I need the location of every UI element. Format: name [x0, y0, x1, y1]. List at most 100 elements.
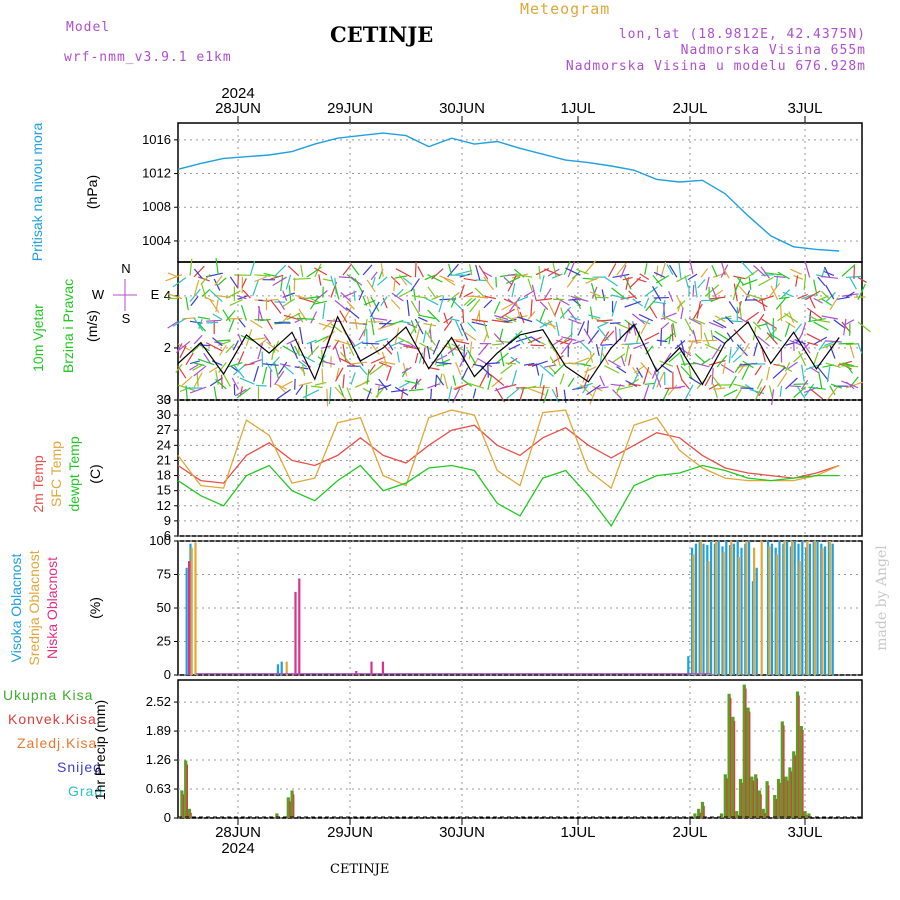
wind-barb — [366, 279, 376, 293]
wind-barb — [394, 288, 404, 298]
precip-bar — [290, 790, 294, 818]
wind-barb — [345, 307, 360, 319]
bottom-date-label: 3JUL — [787, 824, 822, 841]
wind-barb — [764, 272, 782, 276]
wind-barb — [380, 360, 396, 365]
wind-barb — [579, 384, 593, 397]
wind-barb — [322, 318, 336, 331]
wind-barb — [436, 374, 445, 386]
precip-bar — [757, 790, 762, 818]
wind-barb — [616, 366, 627, 374]
wind-barb — [586, 320, 589, 336]
footer-station: CETINJE — [330, 862, 390, 877]
wind-barb — [189, 288, 201, 302]
wind-barb — [447, 292, 460, 303]
wind-barb — [340, 292, 352, 303]
wind-barb — [338, 384, 345, 397]
wind-barb — [544, 268, 561, 276]
conv-precip-bar — [186, 764, 188, 818]
wind-barb — [206, 319, 222, 322]
wind-barb — [287, 265, 300, 277]
cloud-bar-0 — [751, 581, 754, 675]
precip-bar — [742, 684, 746, 818]
wind-barb — [737, 363, 746, 374]
bottom-date-label: 2JUL — [672, 824, 707, 841]
top-date-label: 29JUN — [327, 100, 373, 117]
wind-barb — [808, 386, 826, 390]
wind-barb — [797, 350, 807, 366]
wind-barb — [386, 366, 392, 381]
wind-barb — [200, 273, 211, 285]
wind-barb — [523, 362, 535, 366]
wind-barb — [189, 360, 200, 365]
wind-barb — [201, 288, 211, 297]
cloud-bar-0 — [702, 543, 705, 675]
wind-barb — [733, 383, 750, 389]
wind-barb — [189, 386, 207, 394]
wind-barb — [568, 318, 582, 325]
wind-barb — [612, 353, 626, 363]
cloud-bar-0 — [831, 543, 834, 675]
wind-barb — [378, 361, 392, 368]
wind-barb — [830, 383, 843, 389]
wind-barb — [744, 311, 759, 323]
wind-barb — [469, 264, 473, 276]
wind-barb — [380, 263, 384, 277]
wind-barb — [741, 261, 754, 276]
conv-precip-bar — [703, 805, 705, 818]
wind-barb — [411, 295, 428, 299]
wind-barb — [362, 387, 373, 395]
wind-barb — [455, 270, 473, 276]
wind-barb — [190, 296, 199, 307]
wind-barb — [770, 285, 779, 300]
wind-barb — [542, 389, 549, 404]
cloud-bar-0 — [770, 543, 773, 675]
wind-barb — [503, 318, 517, 323]
bottom-date-label: 30JUN — [439, 824, 485, 841]
wind-barb — [607, 263, 617, 278]
wind-barb — [193, 265, 205, 278]
cloud-bar-0 — [793, 541, 796, 675]
conv-precip-bar — [699, 812, 701, 818]
cloud-bar-1 — [715, 541, 718, 675]
wind-barb — [582, 384, 589, 394]
wind-barb — [463, 277, 477, 282]
wind-barb — [676, 274, 690, 283]
wind-barb — [841, 365, 859, 368]
wind-barb — [322, 330, 335, 343]
wind-barb — [551, 338, 563, 347]
wind-barb — [821, 298, 833, 306]
cloud-bar-1 — [783, 541, 786, 675]
wind-barb — [753, 265, 766, 277]
wind-barb — [503, 276, 513, 286]
wind-barb — [213, 278, 221, 291]
wind-barb — [576, 268, 589, 275]
wind-barb — [451, 343, 466, 352]
wind-barb — [515, 302, 521, 319]
temp-series-2-line — [177, 464, 840, 528]
conv-precip-bar — [722, 817, 724, 818]
wind-barb — [432, 339, 441, 355]
wind-barb — [354, 318, 358, 330]
wind-barb — [838, 342, 854, 345]
wind-barb — [579, 341, 592, 353]
wind-barb — [514, 273, 533, 278]
wind-barb — [741, 342, 750, 355]
wind-barb — [504, 314, 517, 323]
wind-barb — [197, 276, 210, 282]
wind-barb — [789, 339, 802, 346]
wind-barb — [681, 379, 690, 390]
wind-barb — [428, 322, 433, 334]
precip-bar — [746, 707, 750, 818]
wind-barb — [279, 363, 291, 367]
wind-barb — [559, 373, 565, 385]
wind-barb — [511, 273, 529, 279]
wind-barb — [212, 313, 223, 321]
wind-barb — [674, 340, 686, 350]
wind-barb — [270, 274, 284, 280]
wind-barb — [710, 329, 714, 342]
wind-barb — [363, 319, 368, 337]
wind-barb — [857, 283, 866, 300]
wind-barb — [801, 364, 805, 382]
wind-barb — [768, 283, 781, 298]
